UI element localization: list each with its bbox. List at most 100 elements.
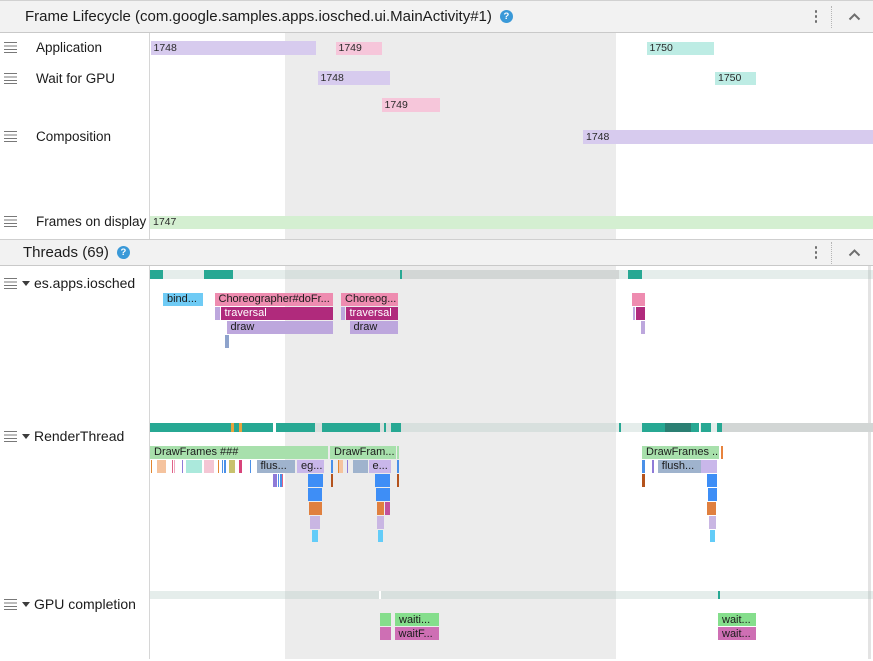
trace-event[interactable]: [311, 529, 318, 542]
drag-handle-icon[interactable]: [4, 72, 17, 84]
trace-event[interactable]: [707, 474, 717, 487]
trace-event[interactable]: [308, 488, 322, 501]
drag-handle-icon[interactable]: [4, 215, 17, 227]
trace-event[interactable]: traversal: [220, 307, 333, 320]
trace-event[interactable]: waiti...: [395, 613, 439, 626]
trace-event[interactable]: [385, 502, 390, 515]
trace-event[interactable]: [222, 460, 223, 473]
trace-event[interactable]: [375, 488, 390, 501]
trace-event[interactable]: [707, 502, 716, 515]
help-icon[interactable]: ?: [499, 10, 513, 23]
trace-event[interactable]: [396, 460, 399, 473]
frame-bar[interactable]: 1749: [381, 98, 440, 112]
trace-event[interactable]: wait...: [718, 627, 756, 640]
trace-event[interactable]: traversal: [345, 307, 398, 320]
trace-event[interactable]: [217, 460, 219, 473]
trace-event[interactable]: wait...: [718, 613, 756, 626]
trace-event[interactable]: [636, 307, 645, 320]
trace-event[interactable]: draw: [349, 321, 398, 334]
frame-bar[interactable]: 1747: [150, 216, 873, 229]
help-icon[interactable]: ?: [116, 246, 130, 259]
trace-event[interactable]: waitF...: [394, 627, 439, 640]
collapse-chevron-icon[interactable]: [841, 12, 867, 21]
trace-event[interactable]: [652, 460, 654, 473]
trace-event[interactable]: [377, 502, 384, 515]
trace-event[interactable]: [309, 502, 322, 515]
expand-caret-icon[interactable]: [22, 601, 30, 607]
frame-bar[interactable]: 1748: [583, 130, 873, 144]
trace-event[interactable]: [282, 474, 283, 487]
frame-bar[interactable]: 1748: [317, 71, 390, 85]
expand-caret-icon[interactable]: [22, 280, 30, 286]
trace-event[interactable]: [633, 307, 635, 320]
trace-event[interactable]: flus...: [256, 460, 295, 473]
trace-event[interactable]: [277, 474, 279, 487]
frame-bar[interactable]: 1748: [150, 41, 316, 55]
thread-label[interactable]: RenderThread: [0, 428, 124, 444]
thread-label[interactable]: es.apps.iosched: [0, 275, 135, 291]
trace-event[interactable]: [308, 474, 323, 487]
trace-event[interactable]: [337, 460, 339, 473]
trace-event[interactable]: [171, 460, 173, 473]
trace-event[interactable]: [641, 321, 645, 334]
trace-event[interactable]: [309, 516, 320, 529]
trace-event[interactable]: bind...: [163, 293, 203, 306]
drag-handle-icon[interactable]: [4, 430, 17, 442]
trace-event[interactable]: [330, 460, 333, 473]
trace-event[interactable]: [720, 446, 723, 459]
more-options-icon[interactable]: [809, 1, 823, 32]
trace-event[interactable]: e...: [368, 460, 391, 473]
trace-event[interactable]: draw: [226, 321, 333, 334]
trace-event[interactable]: DrawFrames ###: [150, 446, 328, 459]
trace-event[interactable]: [396, 446, 399, 459]
trace-event[interactable]: [352, 460, 368, 473]
expand-caret-icon[interactable]: [22, 433, 30, 439]
collapse-chevron-icon[interactable]: [841, 248, 867, 257]
selection-range-band[interactable]: [284, 266, 616, 659]
trace-event[interactable]: [173, 460, 175, 473]
trace-event[interactable]: [225, 335, 229, 348]
trace-event[interactable]: [377, 516, 384, 529]
vertical-scrollbar[interactable]: [868, 266, 871, 659]
trace-event[interactable]: [707, 488, 717, 501]
trace-event[interactable]: [186, 460, 202, 473]
trace-event[interactable]: [701, 460, 717, 473]
drag-handle-icon[interactable]: [4, 41, 17, 53]
trace-event[interactable]: [708, 516, 716, 529]
selection-range-band[interactable]: [284, 33, 616, 239]
frame-bar[interactable]: 1749: [335, 42, 382, 55]
trace-event[interactable]: [709, 529, 715, 542]
trace-event[interactable]: flush...: [657, 460, 701, 473]
trace-event[interactable]: [341, 307, 345, 320]
drag-handle-icon[interactable]: [4, 130, 17, 142]
trace-event[interactable]: [347, 460, 348, 473]
trace-event[interactable]: [181, 460, 183, 473]
trace-event[interactable]: [279, 474, 282, 487]
trace-event[interactable]: [642, 474, 645, 487]
trace-event[interactable]: [250, 460, 251, 473]
trace-event[interactable]: [380, 613, 391, 626]
trace-event[interactable]: eg...: [297, 460, 324, 473]
trace-event[interactable]: [378, 529, 383, 542]
trace-event[interactable]: Choreog...: [341, 293, 398, 306]
trace-event[interactable]: [331, 474, 333, 487]
drag-handle-icon[interactable]: [4, 277, 17, 289]
trace-event[interactable]: [229, 460, 235, 473]
thread-label[interactable]: GPU completion: [0, 596, 136, 612]
trace-event[interactable]: [204, 460, 214, 473]
trace-event[interactable]: [224, 460, 226, 473]
more-options-icon[interactable]: [809, 240, 823, 265]
trace-event[interactable]: [631, 293, 645, 306]
trace-event[interactable]: [375, 474, 390, 487]
trace-event[interactable]: [642, 460, 645, 473]
trace-event[interactable]: [380, 627, 391, 640]
drag-handle-icon[interactable]: [4, 598, 17, 610]
trace-event[interactable]: [272, 474, 277, 487]
frame-bar[interactable]: 1750: [715, 72, 756, 85]
trace-event[interactable]: DrawFrames ...: [642, 446, 719, 459]
trace-event[interactable]: [214, 307, 220, 320]
trace-event[interactable]: DrawFram...: [330, 446, 396, 459]
trace-event[interactable]: [396, 474, 399, 487]
frame-bar[interactable]: 1750: [646, 42, 714, 55]
trace-event[interactable]: [157, 460, 166, 473]
